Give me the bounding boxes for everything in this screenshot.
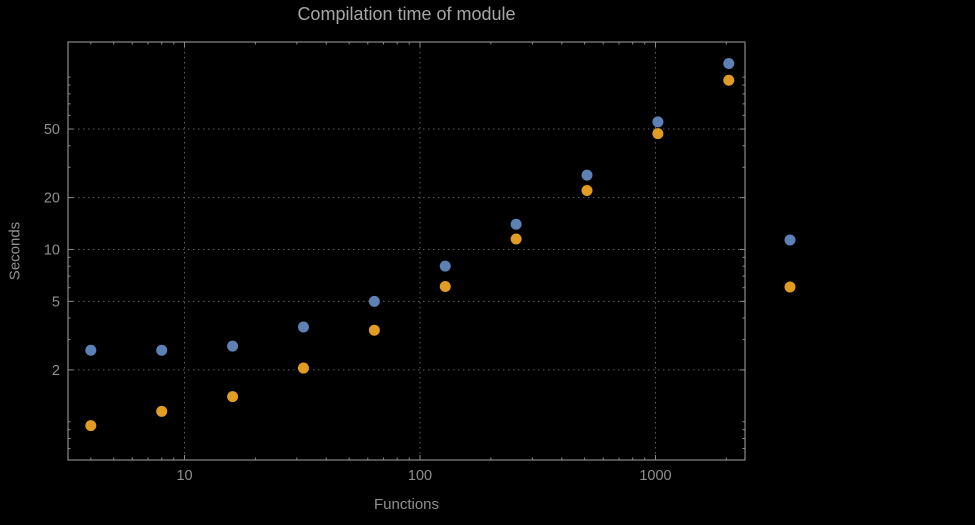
y-axis-label: Seconds xyxy=(6,221,24,281)
data-point-series-2-orange xyxy=(723,74,735,86)
data-point-series-2-orange xyxy=(85,420,97,432)
x-tick-label: 1000 xyxy=(639,468,671,484)
y-tick-label: 50 xyxy=(44,122,60,138)
y-tick-label: 5 xyxy=(52,294,60,310)
y-tick-label: 2 xyxy=(52,363,60,379)
data-point-series-1-blue xyxy=(439,260,451,272)
x-tick-label: 10 xyxy=(176,468,192,484)
x-tick-label: 100 xyxy=(408,468,432,484)
data-point-series-2-orange xyxy=(439,280,451,292)
plot-frame xyxy=(67,41,746,461)
data-point-series-2-orange xyxy=(368,324,380,336)
data-point-series-1-blue xyxy=(510,218,522,230)
chart-title: Compilation time of module xyxy=(297,4,516,24)
data-point-series-1-blue xyxy=(85,344,97,356)
data-point-series-1-blue xyxy=(581,169,593,181)
legend-marker-blue xyxy=(784,234,796,246)
data-point-series-1-blue xyxy=(368,295,380,307)
data-point-series-1-blue xyxy=(723,58,735,70)
data-point-series-1-blue xyxy=(156,344,168,356)
data-point-series-2-orange xyxy=(297,362,309,374)
data-point-series-2-orange xyxy=(510,233,522,245)
data-point-series-1-blue xyxy=(227,340,239,352)
data-point-series-1-blue xyxy=(297,321,309,333)
data-point-series-2-orange xyxy=(156,405,168,417)
y-tick-label: 10 xyxy=(44,242,60,258)
legend-marker-orange xyxy=(784,281,796,293)
data-point-series-1-blue xyxy=(652,116,664,128)
y-tick-label: 20 xyxy=(44,191,60,207)
x-axis-label: Functions xyxy=(373,496,440,513)
data-point-series-2-orange xyxy=(227,391,239,403)
data-point-series-2-orange xyxy=(581,184,593,196)
data-point-series-2-orange xyxy=(652,128,664,140)
